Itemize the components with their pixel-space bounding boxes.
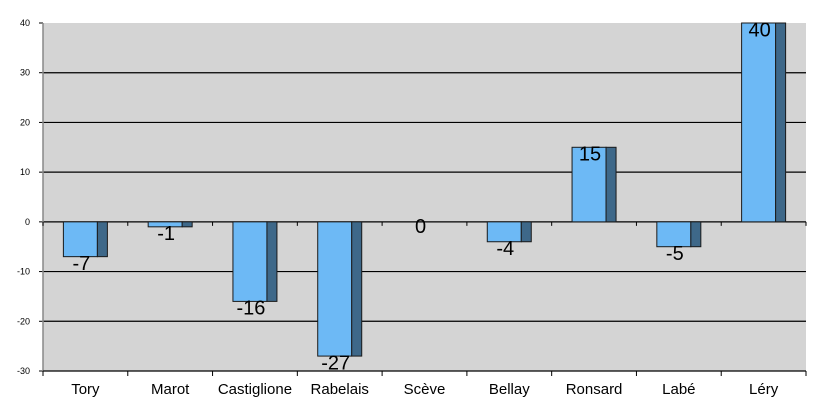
- bar-labé: [656, 221, 692, 248]
- plot-area: [43, 23, 806, 371]
- bar-rabelais: [317, 221, 353, 357]
- data-label: -1: [157, 223, 175, 245]
- labels: -30 -20 -10 0 10 20 30 40 -7 Tory -1 Marot -16 Castig…: [17, 18, 779, 398]
- x-tick-label: Scève: [404, 381, 446, 398]
- x-tick-label: Léry: [749, 381, 779, 398]
- x-tick-label: Labé: [662, 381, 695, 398]
- y-tick-label: 10: [20, 167, 30, 177]
- y-tick-label: -30: [17, 366, 30, 376]
- y-tick-label: -20: [17, 316, 30, 326]
- y-tick-label: 20: [20, 117, 30, 127]
- x-tick-label: Castiglione: [218, 381, 292, 398]
- x-tick-label: Bellay: [489, 381, 530, 398]
- bar-side: [96, 221, 108, 258]
- y-tick-label: 0: [25, 217, 30, 227]
- data-label: -16: [236, 298, 265, 320]
- y-tick-label: 30: [20, 68, 30, 78]
- bar-side: [266, 221, 278, 302]
- data-label: -4: [496, 238, 514, 260]
- bar-side: [690, 221, 702, 248]
- x-tick-label: Rabelais: [311, 381, 369, 398]
- bar-side: [775, 22, 787, 223]
- bar-side: [520, 221, 532, 243]
- y-tick-label: 40: [20, 18, 30, 28]
- data-label: 0: [415, 216, 426, 238]
- axes: [39, 22, 807, 376]
- x-tick-label: Tory: [71, 381, 100, 398]
- bar-side: [351, 221, 363, 357]
- data-label: -27: [321, 352, 350, 374]
- data-label: -7: [72, 253, 90, 275]
- data-label: 40: [748, 19, 770, 41]
- bar-tory: [62, 221, 98, 258]
- y-tick-label: -10: [17, 267, 30, 277]
- data-label: -5: [666, 243, 684, 265]
- x-tick-label: Ronsard: [566, 381, 623, 398]
- x-tick-label: Marot: [151, 381, 190, 398]
- data-label: 15: [579, 144, 601, 166]
- bars: [62, 22, 787, 357]
- bar-castiglione: [232, 221, 268, 302]
- bar-side: [181, 221, 193, 228]
- bar-side: [605, 146, 617, 223]
- bar-léry: [741, 22, 777, 223]
